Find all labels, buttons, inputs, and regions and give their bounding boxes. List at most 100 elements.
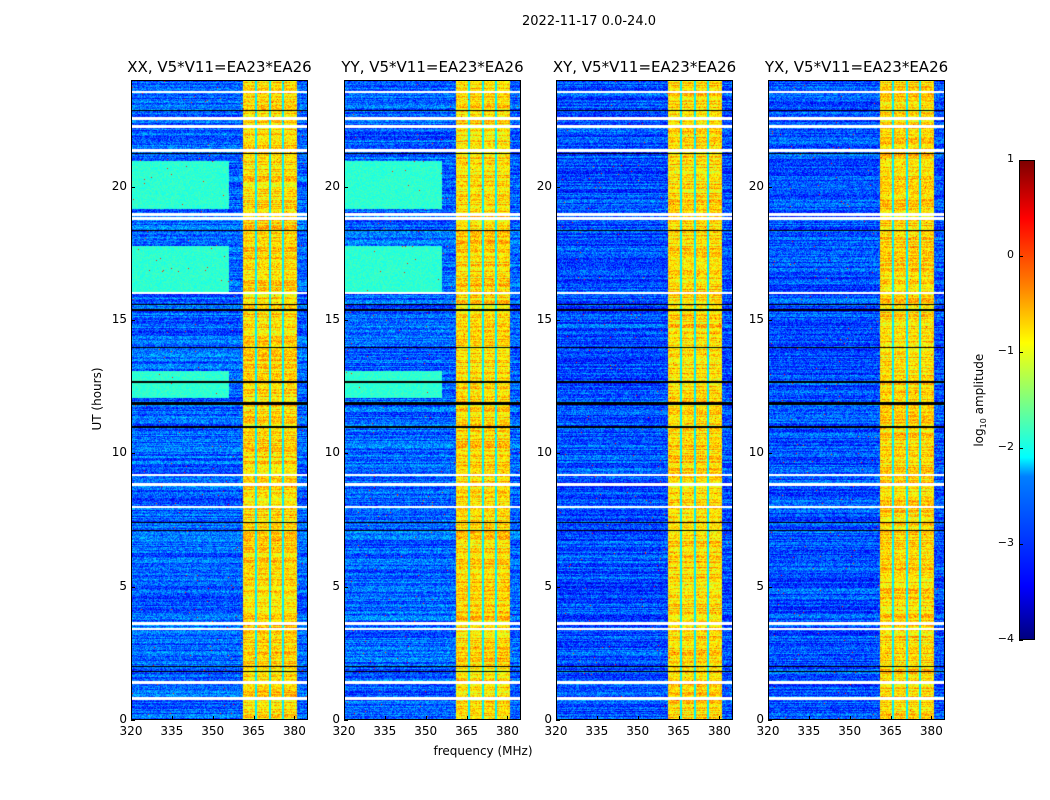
x-tick-label: 350: [626, 724, 650, 738]
y-tick-label: 20: [748, 178, 764, 193]
x-tick-mark: [768, 716, 769, 720]
y-tick-label: 0: [544, 712, 552, 726]
x-tick-mark: [719, 716, 721, 720]
panel-title: XX, V5*V11=EA23*EA26: [127, 58, 312, 76]
colorbar-tick-label: −3: [997, 536, 1014, 549]
x-tick-mark: [556, 716, 557, 720]
y-tick-mark: [131, 586, 135, 588]
heatmap-panel: [344, 80, 521, 720]
x-tick-mark: [890, 716, 892, 720]
y-tick-mark: [556, 186, 560, 188]
x-tick-label: 320: [544, 724, 568, 738]
panel-title: YY, V5*V11=EA23*EA26: [341, 58, 524, 76]
colorbar-tick-label: 1: [1007, 152, 1014, 165]
x-tick-mark: [212, 716, 214, 720]
colorbar-label: log10 amplitude: [971, 353, 989, 447]
x-tick-label: 335: [160, 724, 184, 738]
x-tick-label: 365: [242, 724, 265, 738]
colorbar-tick-label: −4: [997, 632, 1014, 645]
x-tick-label: 380: [919, 724, 943, 738]
x-tick-mark: [808, 716, 810, 720]
x-tick-label: 335: [797, 724, 821, 738]
y-tick-mark: [131, 186, 135, 188]
x-tick-mark: [171, 716, 173, 720]
y-tick-label: 10: [748, 445, 764, 460]
panel-title: YX, V5*V11=EA23*EA26: [764, 58, 949, 76]
y-tick-mark: [768, 453, 772, 455]
y-tick-label: 15: [748, 312, 764, 326]
x-tick-mark: [931, 716, 933, 720]
figure-title: 2022-11-17 0.0-24.0: [522, 14, 656, 29]
x-tick-label: 320: [756, 724, 780, 738]
x-tick-mark: [637, 716, 639, 720]
x-tick-label: 380: [495, 724, 519, 738]
x-tick-mark: [507, 716, 509, 720]
x-tick-label: 365: [667, 724, 690, 738]
x-tick-mark: [253, 716, 255, 720]
y-tick-label: 5: [332, 578, 340, 593]
heatmap-panel: [768, 80, 945, 720]
y-tick-label: 5: [544, 578, 552, 593]
x-tick-mark: [596, 716, 598, 720]
y-tick-mark: [556, 453, 560, 455]
x-tick-label: 350: [201, 724, 225, 738]
y-tick-mark: [768, 186, 772, 188]
x-tick-mark: [294, 716, 296, 720]
colorbar-tick-mark: [1019, 352, 1023, 353]
x-tick-mark: [466, 716, 468, 720]
y-tick-label: 15: [536, 312, 552, 326]
y-tick-label: 20: [324, 178, 340, 193]
x-tick-mark: [344, 716, 345, 720]
y-tick-mark: [556, 320, 560, 321]
y-tick-label: 10: [536, 445, 552, 460]
y-tick-mark: [344, 186, 348, 188]
x-tick-mark: [849, 716, 851, 720]
panel-title: XY, V5*V11=EA23*EA26: [552, 58, 737, 76]
x-tick-label: 365: [455, 724, 478, 738]
x-tick-mark: [131, 716, 132, 720]
x-tick-label: 380: [707, 724, 731, 738]
y-axis-label: UT (hours): [90, 367, 104, 431]
y-tick-label: 20: [536, 178, 552, 193]
colorbar-tick-mark: [1019, 640, 1023, 641]
y-tick-mark: [768, 586, 772, 588]
colorbar-tick-mark: [1019, 160, 1023, 161]
x-tick-mark: [425, 716, 427, 720]
y-tick-mark: [556, 586, 560, 588]
heatmap-canvas: [769, 81, 944, 719]
y-tick-mark: [344, 720, 348, 721]
colorbar-tick-label: −1: [997, 344, 1014, 357]
x-tick-label: 350: [414, 724, 438, 738]
colorbar-tick-mark: [1019, 256, 1023, 257]
y-tick-mark: [344, 586, 348, 588]
y-tick-label: 5: [119, 578, 127, 593]
y-tick-label: 5: [756, 578, 764, 593]
y-tick-label: 0: [332, 712, 340, 726]
x-tick-label: 335: [585, 724, 609, 738]
colorbar-tick-label: 0: [1007, 248, 1014, 261]
y-tick-mark: [768, 720, 772, 721]
x-tick-mark: [678, 716, 680, 720]
y-tick-label: 10: [111, 445, 127, 460]
colorbar-tick-label: −2: [997, 440, 1014, 453]
colorbar: [1019, 160, 1035, 640]
heatmap-canvas: [345, 81, 520, 719]
y-tick-mark: [131, 720, 135, 721]
y-tick-label: 20: [111, 178, 127, 193]
x-tick-label: 365: [879, 724, 902, 738]
heatmap-canvas: [132, 81, 307, 719]
y-tick-label: 15: [324, 312, 340, 326]
x-tick-label: 350: [838, 724, 862, 738]
y-tick-label: 15: [111, 312, 127, 326]
colorbar-tick-mark: [1019, 448, 1023, 449]
y-tick-mark: [344, 453, 348, 455]
y-tick-label: 0: [119, 712, 127, 726]
x-tick-label: 335: [373, 724, 397, 738]
x-axis-label: frequency (MHz): [433, 744, 533, 758]
y-tick-mark: [131, 453, 135, 455]
heatmap-panel: [556, 80, 733, 720]
y-tick-label: 10: [324, 445, 340, 460]
y-tick-label: 0: [756, 712, 764, 726]
y-tick-mark: [344, 320, 348, 321]
